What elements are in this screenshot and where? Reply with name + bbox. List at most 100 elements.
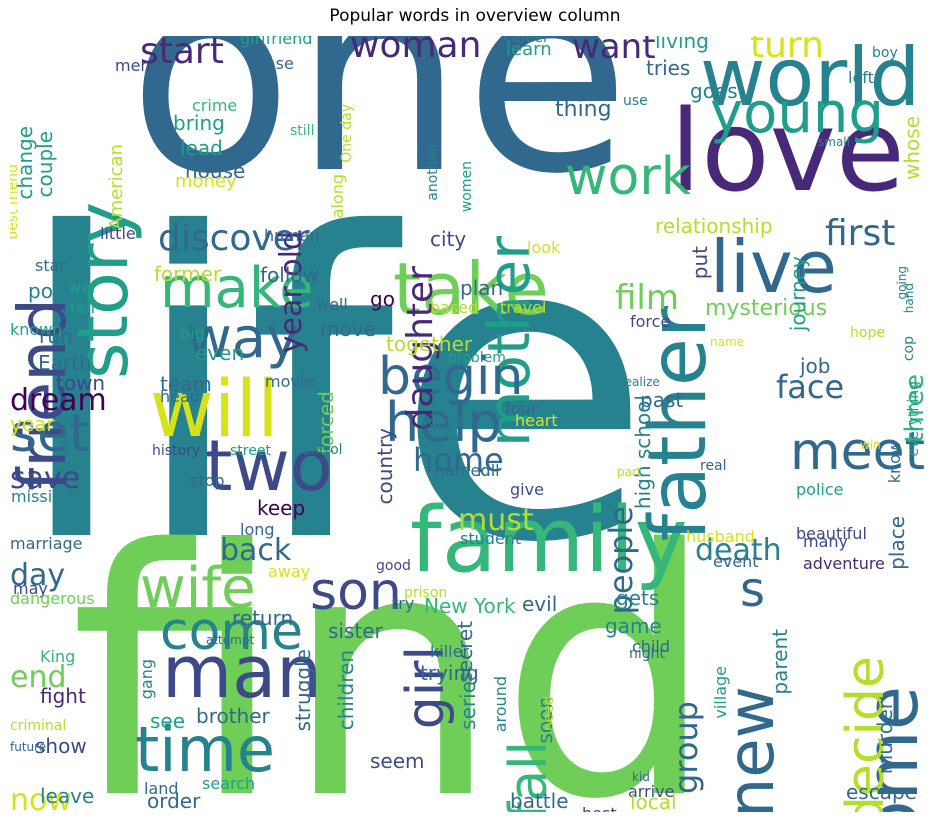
word-even: even — [195, 341, 245, 365]
word-new-york: New York — [424, 594, 516, 618]
word-husband: husband — [686, 527, 755, 546]
word-house: house — [185, 159, 246, 183]
word-escape: escape — [846, 780, 917, 804]
word-relationship: relationship — [655, 214, 773, 238]
word-murder: murder — [873, 701, 897, 775]
word-human: human — [264, 226, 320, 245]
word-set: set — [10, 404, 90, 464]
word-thing: thing — [555, 97, 612, 122]
word-power: power — [28, 279, 90, 303]
word-follow: follow — [260, 263, 319, 287]
word-best: best — [582, 806, 617, 813]
word-whose: whose — [900, 116, 924, 180]
word-men: men — [115, 56, 151, 75]
word-police: police — [796, 480, 844, 499]
word-name: name — [710, 335, 745, 349]
word-movie: movie — [265, 372, 315, 391]
word-help: help — [385, 391, 502, 454]
word-find: find — [70, 478, 716, 812]
word-day: day — [10, 558, 66, 593]
word-evil: evil — [522, 592, 558, 616]
word-young: young — [710, 81, 884, 146]
word-know: know — [885, 441, 904, 484]
word-criminal: criminal — [10, 718, 67, 734]
word-tell: tell — [70, 298, 96, 317]
word-use: use — [623, 93, 648, 109]
word-tries: tries — [646, 56, 691, 80]
word-trying: trying — [420, 661, 479, 685]
word-small: small — [818, 135, 850, 149]
word-come: come — [160, 602, 304, 662]
word-serie: serie — [456, 681, 480, 730]
word-history: history — [152, 443, 201, 459]
word-wife: wife — [140, 556, 256, 621]
word-real: real — [700, 458, 727, 474]
word-begin: begin — [378, 347, 524, 407]
word-head: head — [160, 387, 200, 406]
word-lead: lead — [180, 136, 223, 160]
word-dream: dream — [10, 383, 107, 418]
word-return: return — [232, 606, 294, 630]
word-village: village — [711, 666, 730, 719]
word-high-school: high school — [631, 395, 655, 510]
word-big: big — [180, 324, 205, 343]
word-make: make — [160, 256, 314, 321]
word-one-day: One day — [339, 104, 355, 163]
word-try: try — [392, 594, 415, 613]
word-king: King — [40, 647, 76, 666]
word-case: case — [257, 54, 294, 73]
word-force: force — [630, 312, 671, 331]
word-future: future — [10, 740, 47, 754]
word-former: former — [154, 262, 222, 286]
word-good: good — [376, 558, 411, 574]
word-job: job — [800, 354, 831, 378]
word-world: world — [700, 36, 921, 124]
word-cloud: life find one love world family take live father… — [10, 36, 942, 812]
word-run: run — [39, 324, 73, 348]
word-dangerous: dangerous — [10, 589, 95, 608]
word-life: life — [13, 146, 653, 635]
word-turn: turn — [750, 36, 824, 66]
word-women: women — [459, 161, 475, 213]
word-boy: boy — [872, 45, 898, 61]
word-hand: hand — [902, 283, 916, 314]
word-stop: stop — [190, 471, 225, 490]
word-american: American — [106, 144, 127, 230]
word-two: two — [205, 425, 333, 507]
word-home: home — [413, 441, 504, 479]
word-battle: battle — [510, 789, 569, 812]
word-known: known — [10, 320, 63, 339]
word-hope: hope — [850, 325, 885, 341]
word-marriage: marriage — [10, 534, 83, 553]
word-must: must — [458, 503, 534, 538]
word-sister: sister — [328, 619, 383, 643]
word-past: past — [640, 388, 684, 412]
word-see: see — [150, 709, 186, 733]
word-bring: bring — [173, 111, 225, 135]
word-secret: secret — [453, 621, 477, 683]
word-first: first — [825, 213, 896, 254]
word-want: want — [572, 36, 656, 67]
word-team: team — [160, 372, 212, 396]
word-one: one — [128, 36, 631, 233]
word-journey: journey — [786, 256, 810, 332]
word-city: city — [430, 227, 467, 251]
word-end: end — [10, 660, 67, 695]
word-time: time — [135, 713, 276, 786]
word-gets: gets — [616, 586, 660, 610]
word-give: give — [510, 480, 544, 499]
word-crime: crime — [192, 96, 238, 115]
word-search: search — [202, 774, 256, 793]
word-along: along — [328, 174, 347, 219]
word-together: together — [386, 332, 473, 356]
word-child: child — [632, 637, 670, 656]
word-brother: brother — [196, 704, 270, 728]
word-will: will — [150, 365, 279, 455]
word-way: way — [186, 306, 300, 371]
word-event: event — [713, 552, 759, 571]
word-live: live — [710, 225, 837, 309]
word-couple: couple — [33, 131, 57, 198]
word-street: street — [230, 443, 271, 459]
word-place: place — [885, 516, 909, 570]
word-learn: learn — [506, 39, 552, 60]
